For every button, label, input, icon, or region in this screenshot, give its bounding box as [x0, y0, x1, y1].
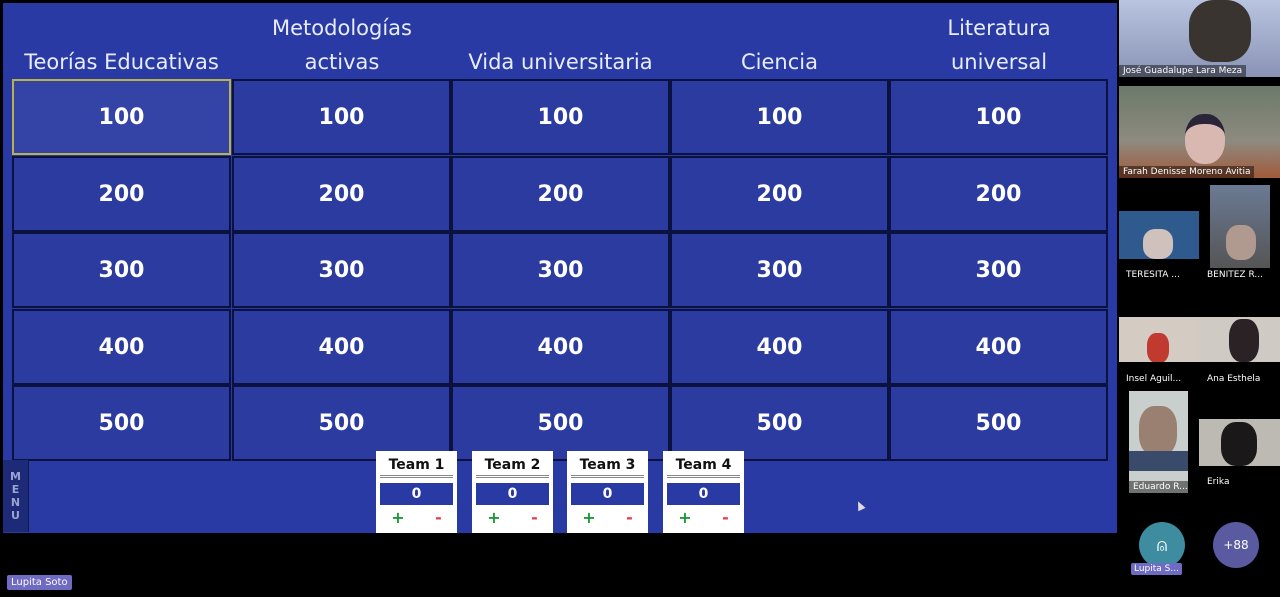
question-cell[interactable]: 500 [232, 385, 451, 461]
team-name: Team 1 [380, 457, 453, 478]
category-header: Metodologías activas [272, 16, 412, 74]
participant-tile[interactable] [1119, 211, 1199, 259]
category-header: Literatura universal [947, 16, 1051, 74]
participant-tile[interactable]: José Guadalupe Lara Meza [1119, 0, 1280, 77]
question-cell[interactable]: 400 [12, 309, 231, 385]
question-cell[interactable]: 400 [670, 309, 889, 385]
team-name: Team 2 [476, 457, 549, 478]
add-points-button[interactable]: + [582, 508, 596, 527]
question-cell[interactable]: 100 [451, 79, 670, 155]
question-cell[interactable]: 500 [889, 385, 1108, 461]
menu-letter: U [11, 509, 20, 522]
question-cell[interactable]: 300 [451, 232, 670, 308]
question-cell[interactable]: 200 [889, 156, 1108, 232]
more-participants-button[interactable]: +88 [1213, 522, 1259, 568]
subtract-points-button[interactable]: - [626, 508, 633, 527]
participant-tile[interactable]: Farah Denisse Moreno Avitia [1119, 86, 1280, 178]
subtract-points-button[interactable]: - [531, 508, 538, 527]
participant-tile[interactable] [1199, 317, 1280, 362]
participant-tile[interactable] [1199, 419, 1280, 466]
question-cell[interactable]: 200 [12, 156, 231, 232]
subtract-points-button[interactable]: - [435, 508, 442, 527]
question-cell[interactable]: 300 [670, 232, 889, 308]
question-cell[interactable]: 100 [232, 79, 451, 155]
subtract-points-button[interactable]: - [722, 508, 729, 527]
team-score: 0 [571, 483, 644, 505]
team-score-card: Team 2 0 + - [472, 451, 553, 533]
jeopardy-board: Teorías Educativas Metodologías activas Vi… [3, 3, 1117, 533]
question-cell[interactable]: 300 [12, 232, 231, 308]
question-cell[interactable]: 500 [451, 385, 670, 461]
question-cell[interactable]: 100 [670, 79, 889, 155]
team-score-card: Team 3 0 + - [567, 451, 648, 533]
question-cell[interactable]: 200 [451, 156, 670, 232]
participant-avatar[interactable]: ⍝ [1139, 522, 1185, 568]
presenter-name-label: Lupita Soto [7, 575, 72, 590]
add-points-button[interactable]: + [391, 508, 405, 527]
question-cell[interactable]: 500 [670, 385, 889, 461]
menu-letter: M [10, 470, 21, 483]
team-score: 0 [667, 483, 740, 505]
question-cell[interactable]: 400 [889, 309, 1108, 385]
category-header: Teorías Educativas [24, 50, 219, 74]
menu-letter: E [11, 483, 20, 496]
team-score-card: Team 4 0 + - [663, 451, 744, 533]
question-cell[interactable]: 100 [12, 79, 231, 155]
mouse-cursor-icon [854, 499, 866, 512]
question-cell[interactable]: 300 [232, 232, 451, 308]
team-score: 0 [380, 483, 453, 505]
team-score-card: Team 1 0 + - [376, 451, 457, 533]
participant-tile[interactable] [1210, 185, 1270, 268]
question-cell[interactable]: 300 [889, 232, 1108, 308]
category-header: Ciencia [741, 50, 818, 74]
question-cell[interactable]: 100 [889, 79, 1108, 155]
question-cell[interactable]: 400 [451, 309, 670, 385]
question-cell[interactable]: 500 [12, 385, 231, 461]
question-cell[interactable]: 200 [232, 156, 451, 232]
question-cell[interactable]: 200 [670, 156, 889, 232]
team-name: Team 4 [667, 457, 740, 478]
person-icon: ⍝ [1156, 534, 1168, 556]
question-cell[interactable]: 400 [232, 309, 451, 385]
add-points-button[interactable]: + [678, 508, 692, 527]
team-name: Team 3 [571, 457, 644, 478]
add-points-button[interactable]: + [487, 508, 501, 527]
menu-letter: N [10, 496, 21, 509]
participant-tile[interactable] [1119, 317, 1199, 362]
category-header: Vida universitaria [468, 50, 653, 74]
team-score: 0 [476, 483, 549, 505]
participant-tile[interactable]: Eduardo R... [1129, 391, 1188, 493]
